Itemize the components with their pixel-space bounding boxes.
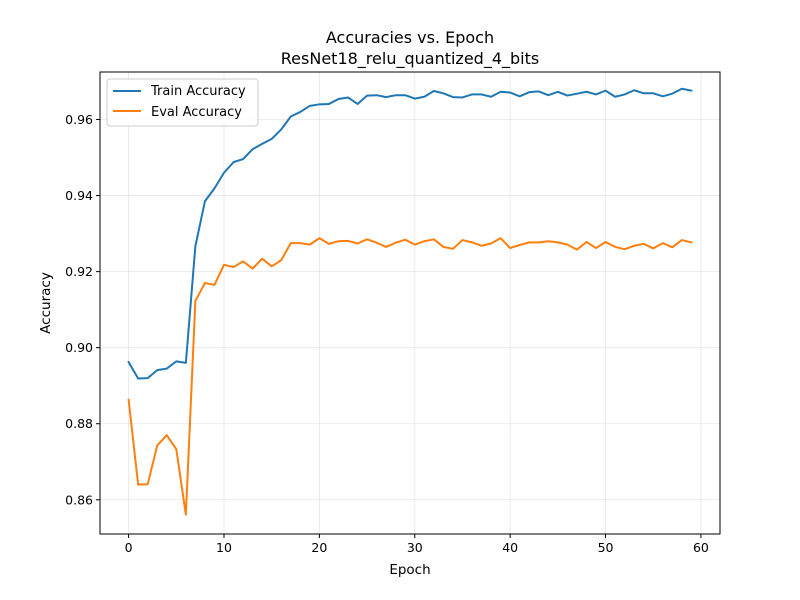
y-tick-label: 0.86	[65, 492, 93, 507]
chart-title: Accuracies vs. Epoch	[326, 28, 494, 47]
y-tick-label: 0.94	[65, 188, 93, 203]
legend: Train Accuracy Eval Accuracy	[106, 78, 259, 127]
y-axis-label: Accuracy	[38, 272, 54, 334]
x-axis-label: Epoch	[389, 562, 430, 578]
x-tick-label: 20	[311, 540, 327, 555]
ticks: 0 10 20 30 40 50 60 0.86 0.88 0.90 0.92 0.94 0.96	[65, 112, 709, 555]
x-tick-label: 10	[216, 540, 232, 555]
legend-label-eval: Eval Accuracy	[151, 105, 242, 120]
legend-box	[106, 78, 259, 127]
eval-accuracy-line	[127, 237, 693, 516]
x-tick-label: 60	[693, 540, 709, 555]
x-tick-label: 30	[407, 540, 423, 555]
series-layer	[127, 87, 693, 516]
grid	[100, 72, 720, 534]
x-tick-label: 40	[502, 540, 518, 555]
plot-frame	[99, 71, 721, 535]
y-tick-label: 0.88	[65, 416, 93, 431]
y-tick-label: 0.90	[65, 340, 93, 355]
y-tick-label: 0.96	[65, 112, 93, 127]
train-accuracy-line	[127, 87, 693, 380]
x-tick-label: 0	[125, 540, 133, 555]
y-tick-label: 0.92	[65, 264, 93, 279]
chart-subtitle: ResNet18_relu_quantized_4_bits	[281, 49, 539, 69]
x-tick-label: 50	[598, 540, 614, 555]
legend-label-train: Train Accuracy	[150, 84, 246, 99]
